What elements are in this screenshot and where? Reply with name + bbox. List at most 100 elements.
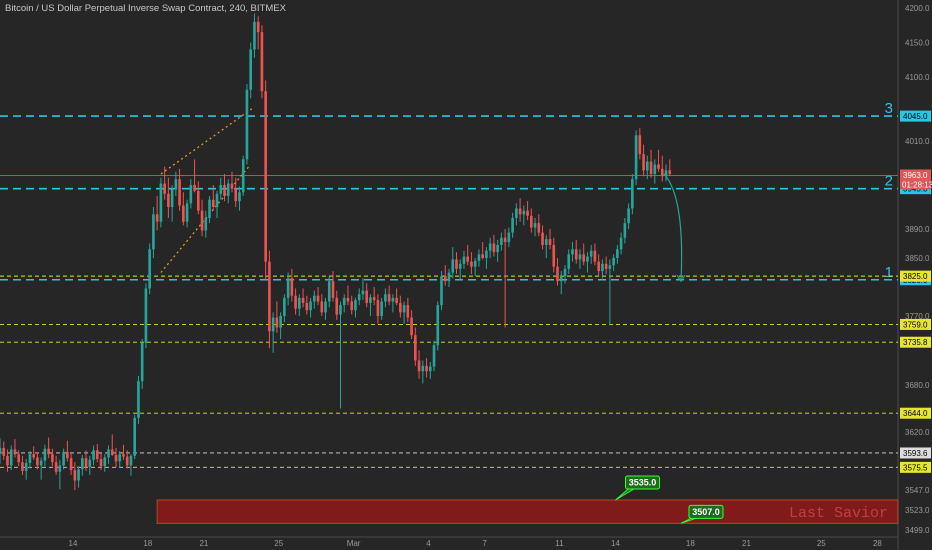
candle-54 bbox=[200, 210, 204, 231]
candle-44 bbox=[163, 183, 166, 194]
candle-169 bbox=[631, 179, 634, 209]
candle-75 bbox=[279, 316, 282, 328]
x-tick-3: 25 bbox=[274, 539, 283, 548]
candle-5 bbox=[17, 454, 21, 463]
candle-39 bbox=[144, 288, 148, 343]
candle-152 bbox=[567, 254, 571, 269]
candle-149 bbox=[556, 266, 559, 282]
level-3759-tag-label: 3759.0 bbox=[903, 320, 928, 329]
candle-53 bbox=[196, 190, 200, 211]
callout-label-1: 3507.0 bbox=[692, 507, 720, 517]
candle-91 bbox=[339, 305, 342, 315]
forecast-arrowhead bbox=[676, 274, 686, 283]
candle-128 bbox=[477, 254, 481, 261]
candle-103 bbox=[384, 294, 387, 302]
candle-11 bbox=[39, 460, 43, 466]
candle-162 bbox=[604, 263, 608, 269]
candle-27 bbox=[99, 459, 103, 467]
candle-104 bbox=[387, 294, 391, 302]
candle-31 bbox=[114, 455, 118, 462]
candle-58 bbox=[215, 193, 219, 207]
candle-19 bbox=[69, 458, 73, 471]
candle-129 bbox=[481, 254, 484, 258]
candle-78 bbox=[290, 278, 294, 296]
candle-163 bbox=[608, 265, 612, 269]
candle-29 bbox=[107, 449, 110, 458]
candle-73 bbox=[271, 317, 275, 332]
watermark: Last Savior bbox=[789, 505, 888, 522]
candle-93 bbox=[346, 297, 350, 302]
candle-41 bbox=[152, 214, 155, 250]
candle-76 bbox=[283, 297, 286, 316]
candle-47 bbox=[174, 179, 178, 190]
candle-165 bbox=[616, 249, 619, 258]
y-tick-14: 3680.0 bbox=[905, 381, 930, 390]
candle-159 bbox=[593, 250, 597, 262]
candle-42 bbox=[155, 214, 159, 222]
candle-174 bbox=[649, 161, 653, 174]
candle-46 bbox=[170, 189, 174, 207]
candle-26 bbox=[95, 450, 99, 460]
candle-64 bbox=[238, 192, 241, 202]
candle-171 bbox=[638, 135, 642, 155]
candle-67 bbox=[249, 49, 253, 90]
x-tick-5: 4 bbox=[426, 539, 431, 548]
candle-136 bbox=[507, 232, 511, 243]
candle-28 bbox=[103, 457, 107, 467]
level-3825-tag bbox=[900, 270, 931, 282]
candle-151 bbox=[563, 268, 567, 277]
candle-113 bbox=[421, 365, 425, 372]
candle-1 bbox=[2, 447, 6, 456]
countdown-label: 01:28:13 bbox=[902, 180, 932, 189]
candle-168 bbox=[627, 208, 630, 224]
candle-109 bbox=[406, 305, 410, 318]
candle-62 bbox=[230, 183, 234, 189]
candle-139 bbox=[518, 208, 522, 215]
candle-22 bbox=[81, 458, 84, 470]
candle-131 bbox=[488, 243, 492, 251]
candle-50 bbox=[185, 203, 189, 222]
candle-122 bbox=[455, 259, 458, 269]
x-tick-2: 21 bbox=[199, 539, 208, 548]
candle-173 bbox=[645, 161, 649, 171]
candle-13 bbox=[47, 448, 50, 455]
candle-49 bbox=[182, 205, 185, 222]
candle-63 bbox=[234, 188, 238, 202]
level-3759-tag bbox=[900, 318, 931, 330]
callout-box-0 bbox=[625, 475, 661, 490]
candle-135 bbox=[503, 237, 507, 243]
candle-164 bbox=[612, 258, 615, 266]
candle-145 bbox=[541, 232, 544, 245]
candle-177 bbox=[660, 168, 664, 177]
candle-79 bbox=[294, 295, 297, 309]
candle-142 bbox=[530, 215, 533, 228]
candle-40 bbox=[148, 249, 151, 289]
candle-114 bbox=[425, 365, 428, 372]
candle-21 bbox=[77, 469, 80, 481]
x-tick-6: 7 bbox=[482, 539, 487, 548]
candle-9 bbox=[32, 454, 35, 458]
current-price-label: 3963.0 bbox=[903, 171, 928, 180]
candle-98 bbox=[365, 290, 368, 303]
candle-33 bbox=[122, 454, 125, 457]
candle-34 bbox=[125, 456, 129, 466]
candle-134 bbox=[500, 237, 503, 245]
x-tick-1: 18 bbox=[143, 539, 152, 548]
candle-158 bbox=[589, 250, 593, 257]
candle-52 bbox=[193, 185, 196, 191]
candle-80 bbox=[298, 297, 301, 309]
candle-56 bbox=[208, 199, 211, 218]
candle-25 bbox=[92, 450, 95, 460]
candle-92 bbox=[342, 297, 346, 306]
candle-17 bbox=[62, 451, 65, 466]
y-tick-0: 4200.0 bbox=[905, 4, 930, 13]
candle-115 bbox=[428, 366, 432, 372]
candle-101 bbox=[376, 300, 380, 316]
candle-87 bbox=[324, 301, 327, 313]
x-tick-0: 14 bbox=[69, 539, 78, 548]
candle-8 bbox=[28, 454, 32, 463]
candle-148 bbox=[552, 244, 556, 267]
candle-138 bbox=[515, 208, 518, 218]
candle-77 bbox=[286, 278, 290, 298]
